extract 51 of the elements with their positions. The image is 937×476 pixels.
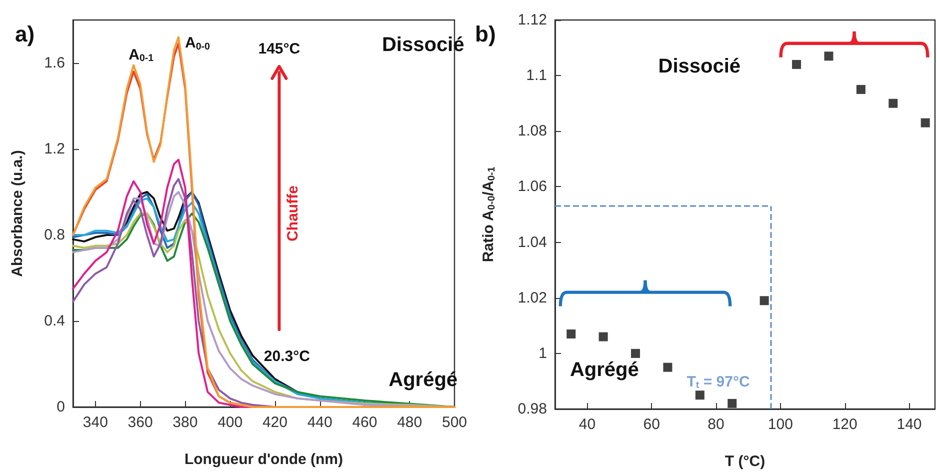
point xyxy=(920,118,930,128)
point xyxy=(566,329,576,338)
x-tick-label: 500 xyxy=(442,414,467,431)
annotation: Dissocié xyxy=(658,56,741,78)
x-tick-label: 340 xyxy=(82,414,108,431)
y-tick-label: 1.6 xyxy=(44,54,65,72)
annotation: Agrégé xyxy=(570,359,639,382)
y-tick-label: 1.2 xyxy=(44,140,65,158)
point xyxy=(760,296,769,306)
y-axis-title: Ratio A0-0/A0-1 xyxy=(480,166,498,262)
x-tick-label: 100 xyxy=(768,416,793,433)
y-tick-label: 0 xyxy=(56,398,65,416)
y-tick-label: 0.8 xyxy=(44,226,65,244)
x-tick-label: 80 xyxy=(708,416,724,433)
y-axis-title: Absorbance (u.a.) xyxy=(9,150,26,277)
point xyxy=(888,98,898,108)
x-tick-label: 460 xyxy=(352,414,378,431)
chart-title: b) xyxy=(475,22,496,46)
y-tick-label: 0.4 xyxy=(44,312,65,330)
point xyxy=(856,84,866,94)
annotation: 20.3°C xyxy=(264,348,310,366)
point xyxy=(631,348,640,358)
point xyxy=(695,390,704,400)
chart-title: a) xyxy=(15,22,35,46)
point xyxy=(792,60,802,69)
point xyxy=(598,332,608,342)
x-tick-label: 400 xyxy=(218,414,243,431)
x-tick-label: 140 xyxy=(896,416,922,433)
x-tick-label: 380 xyxy=(172,414,198,431)
y-tick-label: 1.12 xyxy=(518,12,547,28)
x-axis-title: T (°C) xyxy=(724,453,766,470)
y-tick-label: 1.04 xyxy=(518,234,547,251)
y-tick-label: 1.06 xyxy=(518,178,547,196)
point xyxy=(824,52,834,61)
point xyxy=(728,398,737,408)
x-tick-label: 40 xyxy=(578,416,596,433)
y-tick-label: 0.98 xyxy=(518,400,547,418)
x-tick-label: 420 xyxy=(262,414,288,431)
x-tick-label: 480 xyxy=(397,414,422,431)
x-tick-label: 60 xyxy=(643,416,660,433)
point xyxy=(663,362,672,372)
y-tick-label: 1 xyxy=(538,344,547,362)
x-tick-label: 440 xyxy=(307,414,332,431)
annotation: Chauffe xyxy=(284,186,302,242)
x-tick-label: 360 xyxy=(128,414,153,431)
y-tick-label: 1.1 xyxy=(526,67,547,84)
x-tick-label: 120 xyxy=(832,416,858,433)
x-axis-title: Longueur d'onde (nm) xyxy=(184,451,344,468)
y-tick-label: 1.08 xyxy=(518,122,547,140)
annotation: 145°C xyxy=(258,40,300,58)
y-tick-label: 1.02 xyxy=(518,289,547,306)
